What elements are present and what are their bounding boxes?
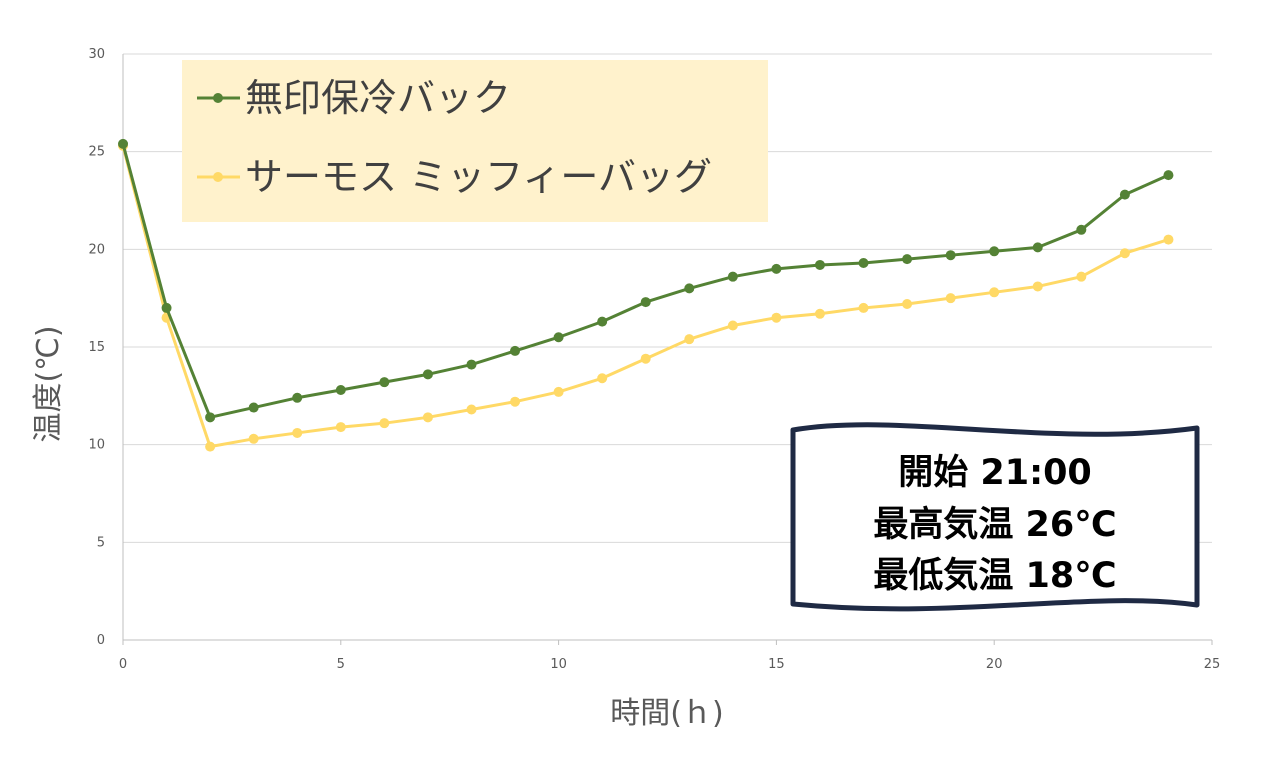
data-point xyxy=(248,402,259,413)
data-point xyxy=(553,386,564,397)
x-tick-label: 15 xyxy=(768,657,785,672)
y-tick-label: 25 xyxy=(88,145,105,160)
data-point xyxy=(771,263,782,274)
x-tick-label: 20 xyxy=(986,657,1003,672)
data-point xyxy=(902,254,913,265)
y-tick-label: 15 xyxy=(88,340,105,355)
data-point xyxy=(335,422,346,433)
x-tick-label: 0 xyxy=(119,657,127,672)
data-point xyxy=(248,433,259,444)
data-point xyxy=(510,396,521,407)
data-point xyxy=(1119,189,1130,200)
y-tick-label: 30 xyxy=(88,47,105,62)
data-point xyxy=(640,353,651,364)
data-point xyxy=(205,412,216,423)
data-point xyxy=(945,250,956,261)
data-point xyxy=(553,332,564,343)
annotation-line-max-temp: 最高気温 26℃ xyxy=(873,505,1116,545)
data-point xyxy=(205,441,216,452)
data-point xyxy=(1163,170,1174,181)
data-point xyxy=(771,312,782,323)
data-point xyxy=(292,392,303,403)
annotation-banner: 開始 21:00 最高気温 26℃ 最低気温 18℃ xyxy=(790,422,1200,612)
data-point xyxy=(422,412,433,423)
data-point xyxy=(597,316,608,327)
data-point xyxy=(161,302,172,313)
data-point xyxy=(1119,248,1130,259)
x-axis-title: 時間(ｈ) xyxy=(610,696,723,731)
data-point xyxy=(684,283,695,294)
data-point xyxy=(1163,234,1174,245)
data-point xyxy=(902,299,913,310)
data-point xyxy=(118,138,128,149)
legend-swatch-marker xyxy=(213,93,223,103)
data-point xyxy=(292,427,303,438)
data-point xyxy=(466,404,477,415)
data-point xyxy=(727,271,738,282)
y-axis-title: 温度(℃) xyxy=(31,325,66,442)
legend-background xyxy=(182,60,768,222)
data-point xyxy=(466,359,477,370)
x-tick-label: 25 xyxy=(1204,657,1221,672)
y-tick-label: 0 xyxy=(97,633,105,648)
data-point xyxy=(858,258,869,269)
series-group xyxy=(118,138,1174,452)
data-point xyxy=(814,259,825,270)
data-point xyxy=(814,308,825,319)
data-point xyxy=(379,418,390,429)
axes: 0 5 10 15 20 25 30 0 5 10 15 20 25 xyxy=(88,47,1220,672)
data-point xyxy=(945,293,956,304)
data-point xyxy=(684,334,695,345)
data-point xyxy=(1032,281,1043,292)
x-tick-label: 5 xyxy=(337,657,345,672)
data-point xyxy=(597,373,608,384)
y-tick-label: 10 xyxy=(88,438,105,453)
data-point xyxy=(858,302,869,313)
legend-label: サーモス ミッフィーバッグ xyxy=(245,155,712,199)
data-point xyxy=(727,320,738,331)
data-point xyxy=(1076,224,1087,235)
data-point xyxy=(422,369,433,380)
data-point xyxy=(510,345,521,356)
data-point xyxy=(640,297,651,308)
y-tick-label: 20 xyxy=(88,242,105,257)
data-point xyxy=(1032,242,1043,253)
y-tick-label: 5 xyxy=(97,535,105,550)
data-point xyxy=(989,287,1000,298)
annotation-line-min-temp: 最低気温 18℃ xyxy=(873,556,1116,596)
annotation-line-start: 開始 21:00 xyxy=(898,453,1092,493)
data-point xyxy=(379,377,390,388)
banner-shape xyxy=(790,422,1200,612)
legend-swatch-marker xyxy=(213,172,223,182)
data-point xyxy=(335,384,346,395)
data-point xyxy=(989,246,1000,257)
legend-label: 無印保冷バック xyxy=(245,76,511,120)
data-point xyxy=(1076,271,1087,282)
x-tick-label: 10 xyxy=(550,657,567,672)
